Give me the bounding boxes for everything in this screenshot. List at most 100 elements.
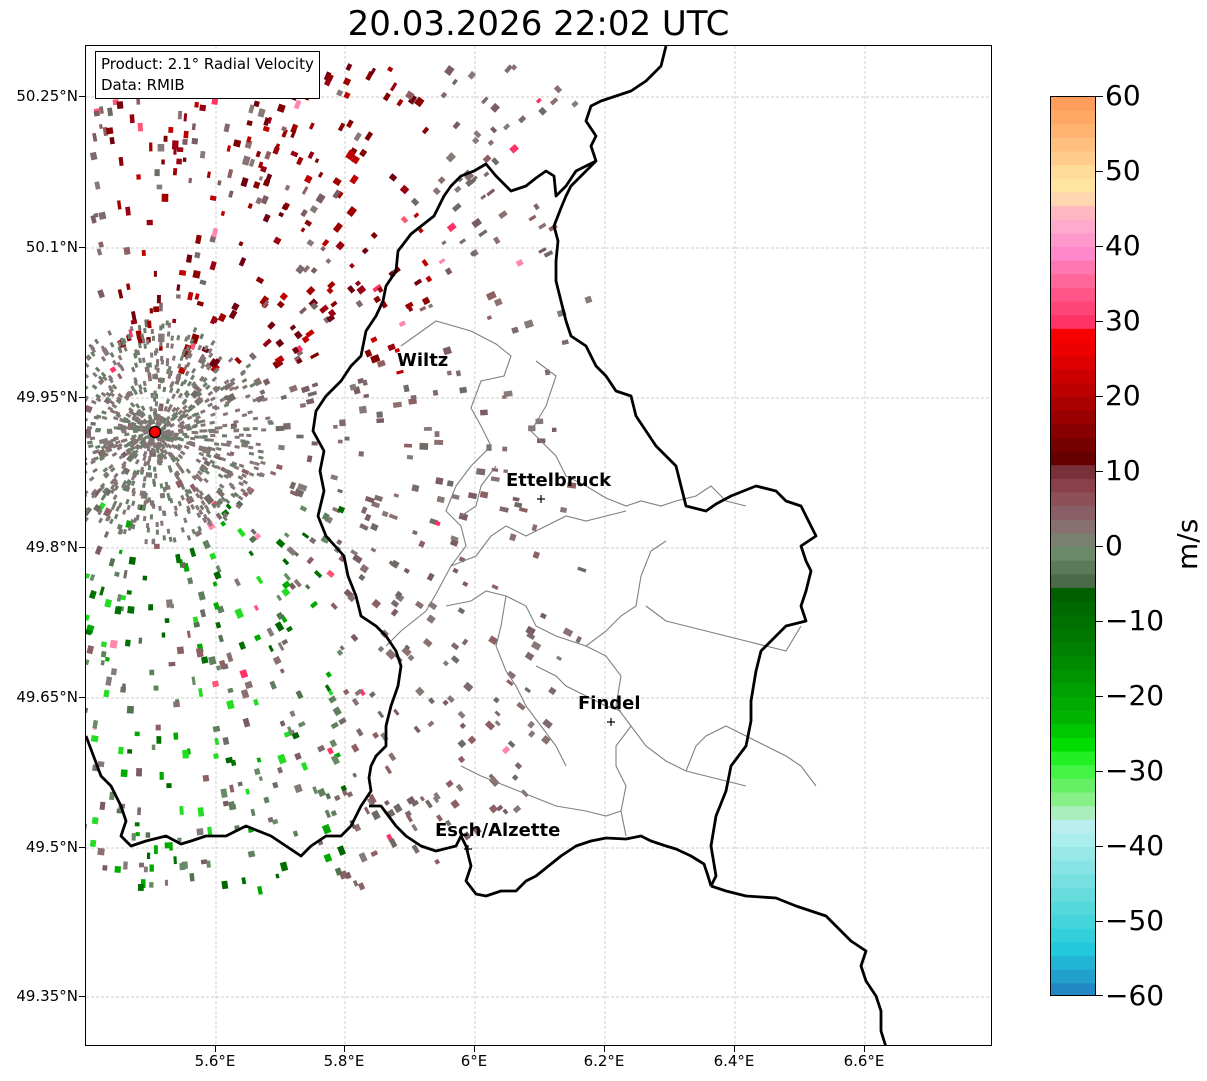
- radar-echo-cell: [446, 370, 452, 376]
- radar-echo-cell: [147, 415, 153, 422]
- radar-echo-cell: [202, 382, 208, 388]
- radar-echo-cell: [180, 527, 185, 533]
- radar-echo-cell: [556, 655, 563, 662]
- radar-echo-cell: [153, 270, 157, 277]
- radar-map[interactable]: [85, 45, 992, 1046]
- radar-echo-cell: [216, 665, 221, 671]
- radar-echo-cell: [450, 642, 460, 651]
- radar-echo-cell: [194, 486, 201, 493]
- radar-echo-cell: [509, 533, 517, 542]
- radar-echo-cell: [309, 205, 319, 214]
- radar-echo-cell: [575, 635, 582, 644]
- radar-echo-cell: [149, 500, 154, 506]
- colorbar-band: [1051, 506, 1095, 521]
- radar-echo-cell: [86, 490, 89, 496]
- radar-echo-cell: [310, 301, 319, 311]
- radar-echo-cell: [228, 190, 234, 198]
- radar-echo-cell: [268, 421, 274, 425]
- radar-echo-cell: [262, 125, 270, 133]
- radar-echo-cell: [445, 152, 457, 163]
- radar-echo-cell: [238, 241, 244, 247]
- radar-echo-cell: [403, 567, 410, 574]
- radar-echo-cell: [183, 517, 188, 524]
- radar-echo-cell: [122, 425, 128, 430]
- radar-echo-cell: [377, 645, 385, 653]
- radar-echo-cell: [111, 383, 118, 390]
- radar-echo-cell: [215, 446, 222, 452]
- colorbar-band: [1051, 178, 1095, 194]
- radar-echo-cell: [428, 697, 435, 705]
- radar-echo-cell: [86, 362, 90, 368]
- radar-echo-cell: [213, 367, 220, 374]
- radar-echo-cell: [337, 845, 347, 856]
- radar-echo-cell: [138, 412, 145, 419]
- radar-echo-cell: [482, 154, 492, 164]
- radar-echo-cell: [411, 844, 420, 854]
- radar-echo-cell: [131, 524, 136, 530]
- city-label-wiltz: Wiltz: [397, 350, 449, 371]
- radar-echo-cell: [146, 527, 150, 533]
- radar-echo-cell: [235, 500, 244, 508]
- radar-echo-cell: [207, 826, 213, 836]
- radar-echo-cell: [234, 445, 240, 449]
- radar-echo-cell: [139, 862, 144, 868]
- radar-echo-cell: [183, 413, 189, 419]
- radar-echo-cell: [205, 453, 212, 459]
- radar-echo-cell: [302, 264, 311, 273]
- radar-echo-cell: [173, 701, 181, 708]
- radar-echo-cell: [197, 807, 205, 817]
- radar-echo-cell: [539, 612, 547, 620]
- radar-echo-cell: [211, 227, 219, 238]
- radar-echo-cell: [308, 122, 315, 130]
- radar-echo-cell: [195, 400, 202, 406]
- radar-site[interactable]: [148, 425, 162, 439]
- radar-echo-cell: [206, 364, 212, 371]
- radar-echo-cell: [445, 779, 454, 788]
- radar-echo-cell: [220, 520, 227, 527]
- radar-echo-cell: [299, 505, 308, 513]
- radar-echo-cell: [281, 638, 289, 646]
- radar-echo-cell: [524, 686, 531, 694]
- radar-echo-cell: [253, 698, 259, 706]
- radar-echo-cell: [182, 749, 190, 759]
- radar-echo-cell: [177, 500, 183, 507]
- colorbar-tick-mark: [1096, 96, 1103, 97]
- radar-echo-cell: [128, 407, 134, 413]
- radar-echo-cell: [349, 262, 355, 269]
- radar-echo-cell: [223, 402, 230, 408]
- lat-tick-label: 49.95°N: [16, 388, 78, 406]
- radar-echo-cell: [507, 740, 516, 749]
- radar-echo-cell: [370, 354, 381, 364]
- lat-tick-label: 50.25°N: [16, 87, 78, 105]
- radar-echo-cell: [549, 97, 559, 106]
- lon-tick-label: 5.6°E: [194, 1052, 236, 1070]
- radar-echo-cell: [241, 155, 251, 166]
- lon-tick-mark: [344, 1046, 345, 1052]
- radar-echo-cell: [355, 727, 364, 737]
- radar-echo-cell: [157, 436, 164, 442]
- radar-echo-cell: [149, 864, 154, 872]
- radar-echo-cell: [355, 299, 364, 308]
- radar-echo-cell: [90, 215, 97, 224]
- radar-echo-cell: [233, 491, 240, 498]
- radar-echo-cell: [116, 396, 123, 402]
- radar-echo-cell: [278, 211, 285, 218]
- radar-echo-cell: [340, 784, 348, 792]
- radar-echo-cell: [99, 801, 106, 811]
- radar-echo-cell: [247, 203, 253, 209]
- radar-echo-cell: [509, 143, 519, 154]
- radar-echo-cell: [178, 269, 187, 276]
- radar-echo-cell: [110, 504, 116, 511]
- radar-echo-cell: [145, 832, 151, 838]
- radar-echo-cell: [104, 445, 111, 450]
- radar-echo-cell: [108, 463, 114, 470]
- radar-echo-cell: [102, 487, 108, 494]
- colorbar-tick-label: −60: [1105, 979, 1165, 1012]
- radar-echo-cell: [222, 423, 228, 428]
- radar-echo-cell: [149, 406, 154, 412]
- radar-echo-cell: [231, 461, 238, 466]
- radar-echo-cell: [518, 507, 528, 513]
- radar-echo-cell: [109, 366, 117, 374]
- radar-echo-cell: [241, 378, 248, 384]
- colorbar-tick-label: 20: [1105, 379, 1141, 412]
